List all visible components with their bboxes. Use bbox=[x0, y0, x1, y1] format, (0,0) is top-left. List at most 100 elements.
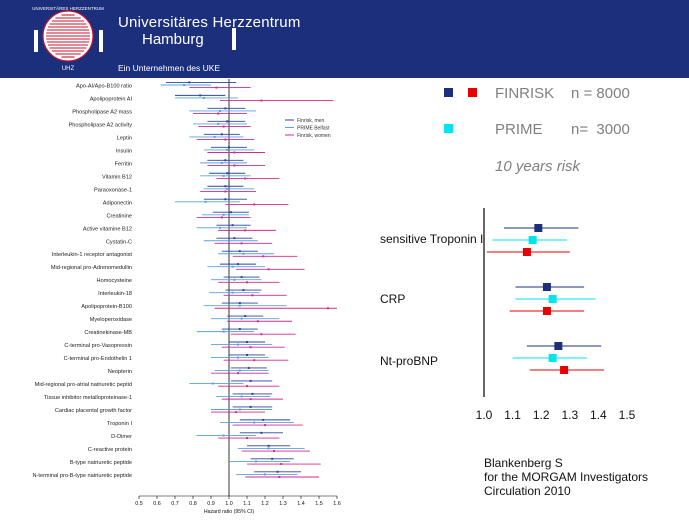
x-tick-label: 1.4 bbox=[297, 501, 305, 507]
point-estimate bbox=[226, 120, 229, 123]
summary-point-estimate bbox=[534, 224, 543, 232]
legend-swatch-finrisk-women bbox=[468, 88, 477, 97]
point-estimate bbox=[237, 263, 239, 266]
summary-x-tick-label: 1.2 bbox=[533, 408, 550, 422]
category-label: Leptin bbox=[117, 135, 132, 141]
point-estimate bbox=[244, 177, 247, 180]
category-label: Creatinine bbox=[107, 213, 133, 219]
x-tick-label: 1.1 bbox=[243, 501, 251, 507]
point-estimate bbox=[237, 343, 239, 346]
legend-swatch-finrisk-men bbox=[444, 88, 453, 97]
category-label: Phospholipase A2 mass bbox=[72, 109, 132, 115]
citation-group: for the MORGAM Investigators bbox=[484, 470, 649, 484]
point-estimate bbox=[226, 148, 229, 151]
point-estimate bbox=[244, 315, 247, 318]
point-estimate bbox=[220, 161, 223, 164]
x-tick-label: 1.0 bbox=[225, 501, 233, 507]
point-estimate bbox=[238, 250, 241, 253]
brand-bar-right bbox=[232, 28, 236, 50]
point-estimate bbox=[247, 366, 250, 369]
point-estimate bbox=[267, 268, 270, 271]
category-label: Mid-regional pro-Adrenomedullin bbox=[51, 265, 132, 271]
summary-point-estimate bbox=[548, 354, 557, 362]
point-estimate bbox=[249, 379, 252, 382]
group-label: Nt-proBNP bbox=[380, 354, 438, 368]
category-label: Adiponectin bbox=[103, 200, 132, 206]
header-band: UHZ UNIVERSITÄRES HERZZENTRUM Universitär… bbox=[0, 0, 689, 78]
category-label: Interleukin-1 receptor antagonist bbox=[52, 252, 133, 258]
logo-ring-text: UNIVERSITÄRES HERZZENTRUM bbox=[32, 6, 104, 11]
point-estimate bbox=[238, 369, 241, 372]
category-label: C-terminal pro-Endothelin 1 bbox=[64, 356, 132, 362]
category-label: Myeloperoxidase bbox=[90, 317, 132, 323]
point-estimate bbox=[222, 434, 225, 437]
uhz-logo: UHZ UNIVERSITÄRES HERZZENTRUM bbox=[32, 6, 104, 72]
category-label: Phospholipase A2 activity bbox=[69, 122, 133, 128]
point-estimate bbox=[249, 398, 252, 401]
category-label: Interleukin-18 bbox=[98, 291, 132, 297]
point-estimate bbox=[276, 470, 279, 473]
category-label: Troponin I bbox=[107, 421, 132, 427]
category-label: C-terminal pro-Vasopressin bbox=[64, 343, 132, 349]
category-label: Insulin bbox=[116, 148, 132, 154]
point-estimate bbox=[240, 276, 243, 279]
point-estimate bbox=[224, 185, 227, 188]
point-estimate bbox=[183, 84, 185, 86]
point-estimate bbox=[242, 289, 245, 292]
category-label: C-reactive protein bbox=[88, 447, 132, 453]
point-estimate bbox=[211, 382, 214, 385]
point-estimate bbox=[262, 255, 265, 258]
x-tick-label: 1.5 bbox=[315, 501, 323, 507]
point-estimate bbox=[231, 291, 234, 294]
x-tick-label: 0.8 bbox=[189, 501, 197, 507]
point-estimate bbox=[240, 242, 243, 245]
legend-label: PRIME Belfast bbox=[297, 126, 330, 132]
point-estimate bbox=[255, 460, 257, 463]
point-estimate bbox=[246, 385, 248, 388]
brand-line1: Universitäres Herzzentrum bbox=[118, 14, 301, 31]
category-label: Apolipoprotein AI bbox=[90, 96, 133, 102]
point-estimate bbox=[246, 341, 248, 343]
citation-journal: Circulation 2010 bbox=[484, 484, 571, 498]
summary-point-estimate bbox=[548, 295, 557, 303]
point-estimate bbox=[238, 328, 241, 331]
summary-x-tick-label: 1.4 bbox=[590, 408, 607, 422]
category-label: Creatinekinase-MB bbox=[84, 330, 132, 336]
point-estimate bbox=[199, 94, 202, 97]
point-estimate bbox=[246, 281, 248, 284]
category-label: Mid-regional pro-atrial natriuretic pept… bbox=[35, 382, 132, 388]
category-label: Vitamin B12 bbox=[102, 174, 132, 180]
forest-plot: Apo-AI/Apo-B100 ratio Apolipoprotein AI Ph… bbox=[33, 79, 341, 515]
point-estimate bbox=[256, 320, 259, 323]
point-estimate bbox=[235, 411, 238, 414]
point-estimate bbox=[253, 359, 256, 362]
x-tick-label: 1.6 bbox=[333, 501, 341, 507]
legend-finrisk-label: FINRISK bbox=[495, 85, 555, 102]
point-estimate bbox=[273, 450, 275, 453]
point-estimate bbox=[224, 159, 227, 162]
legend-swatch-prime bbox=[444, 124, 453, 133]
point-estimate bbox=[222, 125, 225, 128]
x-tick-label: 1.2 bbox=[261, 501, 269, 507]
point-estimate bbox=[251, 392, 254, 395]
summary-point-estimate bbox=[554, 342, 563, 350]
summary-point-estimate bbox=[542, 283, 551, 291]
point-estimate bbox=[238, 304, 241, 307]
point-estimate bbox=[242, 252, 245, 255]
x-tick-label: 1.3 bbox=[279, 501, 287, 507]
point-estimate bbox=[264, 473, 266, 476]
point-estimate bbox=[217, 122, 220, 125]
category-label: Apolipoprotein-B100 bbox=[81, 304, 132, 310]
summary-point-estimate bbox=[522, 248, 531, 256]
category-label: Tissue inhibitor metalloproteinase-1 bbox=[44, 395, 132, 401]
point-estimate bbox=[237, 356, 239, 359]
point-estimate bbox=[222, 213, 225, 216]
point-estimate bbox=[224, 107, 227, 110]
citation: Blankenberg S for the MORGAM Investigato… bbox=[484, 456, 648, 498]
point-estimate bbox=[188, 81, 191, 84]
point-estimate bbox=[224, 198, 227, 201]
category-label: Active vitamine B12 bbox=[83, 226, 132, 232]
point-estimate bbox=[278, 476, 281, 478]
summary-point-estimate bbox=[542, 307, 551, 315]
legend-horizon: 10 years risk bbox=[495, 158, 581, 175]
